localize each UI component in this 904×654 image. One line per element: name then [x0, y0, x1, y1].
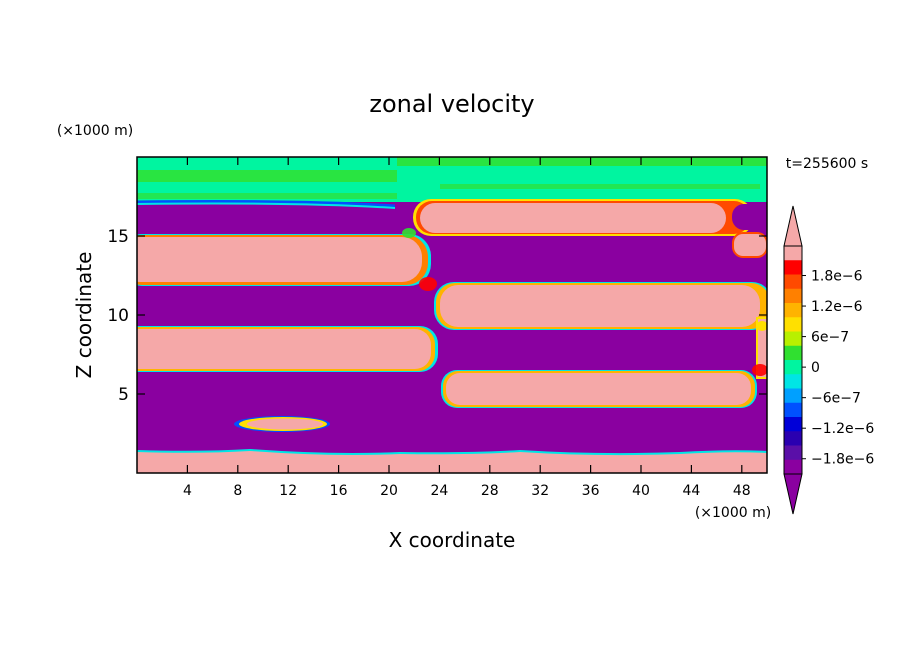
- colorbar-label: 1.8e−6: [811, 269, 863, 285]
- positive-lobe: [137, 237, 422, 282]
- x-tick-label: 20: [380, 483, 398, 499]
- chart-title: zonal velocity: [369, 90, 534, 118]
- x-unit-label: (×1000 m): [695, 505, 771, 521]
- x-axis: 4 8 12 16 20 24 28 32 36 40 44 48: [183, 157, 751, 499]
- small-lens: [247, 418, 323, 430]
- colorbar-swatch: [784, 402, 802, 418]
- x-tick-label: 48: [733, 483, 751, 499]
- positive-patch: [756, 317, 767, 379]
- colorbar-swatch: [784, 331, 802, 347]
- colorbar-swatch: [784, 317, 802, 332]
- colorbar-label: 6e−7: [811, 330, 849, 346]
- y-tick-label: 10: [107, 306, 129, 326]
- y-axis-label: Z coordinate: [72, 252, 96, 379]
- positive-lobe: [446, 373, 751, 405]
- colorbar: 1.8e−6 1.2e−6 6e−7 0 −6e−7 −1.2e−6 −1.8e−6: [783, 205, 874, 515]
- contour-edge: [137, 200, 396, 208]
- y-axis: 5 10 15: [107, 227, 767, 405]
- x-tick-label: 8: [233, 483, 242, 499]
- top-green-band: [137, 170, 397, 182]
- positive-lobe: [440, 285, 760, 327]
- colorbar-swatch: [784, 431, 802, 446]
- y-unit-label: (×1000 m): [57, 123, 133, 139]
- colorbar-label: −1.2e−6: [811, 421, 874, 437]
- contour-edge: [137, 202, 396, 209]
- colorbar-frame: [783, 245, 803, 475]
- positive-lobes: [137, 199, 767, 473]
- time-label: t=255600 s: [786, 156, 868, 172]
- front-feature: [752, 364, 767, 376]
- x-tick-label: 24: [430, 483, 448, 499]
- y-tick-label: 15: [107, 227, 129, 247]
- colorbar-label: 0: [811, 360, 820, 376]
- positive-lobe: [137, 329, 431, 369]
- colorbar-label: −6e−7: [811, 391, 861, 407]
- x-tick-label: 44: [682, 483, 700, 499]
- colorbar-swatch: [784, 288, 802, 304]
- colorbar-swatch: [784, 274, 802, 290]
- top-green-band: [440, 184, 760, 189]
- y-tick-label: 5: [118, 385, 129, 405]
- colorbar-label: 1.2e−6: [811, 299, 863, 315]
- x-tick-label: 4: [183, 483, 192, 499]
- x-tick-label: 16: [330, 483, 348, 499]
- positive-patch: [732, 232, 767, 258]
- colorbar-swatch: [784, 345, 802, 361]
- colorbar-label: −1.8e−6: [811, 452, 874, 468]
- colorbar-swatch: [784, 303, 802, 318]
- front-feature: [402, 228, 416, 238]
- front-feature: [756, 321, 767, 331]
- colorbar-min-arrow: [783, 473, 803, 515]
- colorbar-swatch: [784, 388, 802, 404]
- colorbar-swatch: [784, 445, 802, 461]
- colorbar-swatch: [784, 459, 802, 475]
- colorbar-swatch: [784, 374, 802, 389]
- colorbar-swatch: [784, 360, 802, 375]
- front-feature: [419, 277, 437, 291]
- colorbar-swatch: [784, 246, 802, 261]
- field-plot: [137, 157, 767, 473]
- x-tick-label: 28: [481, 483, 499, 499]
- colorbar-max-arrow: [783, 205, 803, 247]
- x-tick-label: 40: [632, 483, 650, 499]
- top-green-band: [137, 193, 397, 199]
- negative-patch: [732, 204, 767, 230]
- colorbar-swatch: [784, 417, 802, 432]
- colorbar-swatch: [784, 260, 802, 275]
- x-tick-label: 36: [582, 483, 600, 499]
- x-axis-label: X coordinate: [389, 528, 516, 552]
- positive-lobe: [420, 203, 726, 233]
- x-tick-label: 12: [279, 483, 297, 499]
- top-green-band: [397, 157, 767, 166]
- x-tick-label: 32: [531, 483, 549, 499]
- bottom-positive-layer: [137, 451, 767, 473]
